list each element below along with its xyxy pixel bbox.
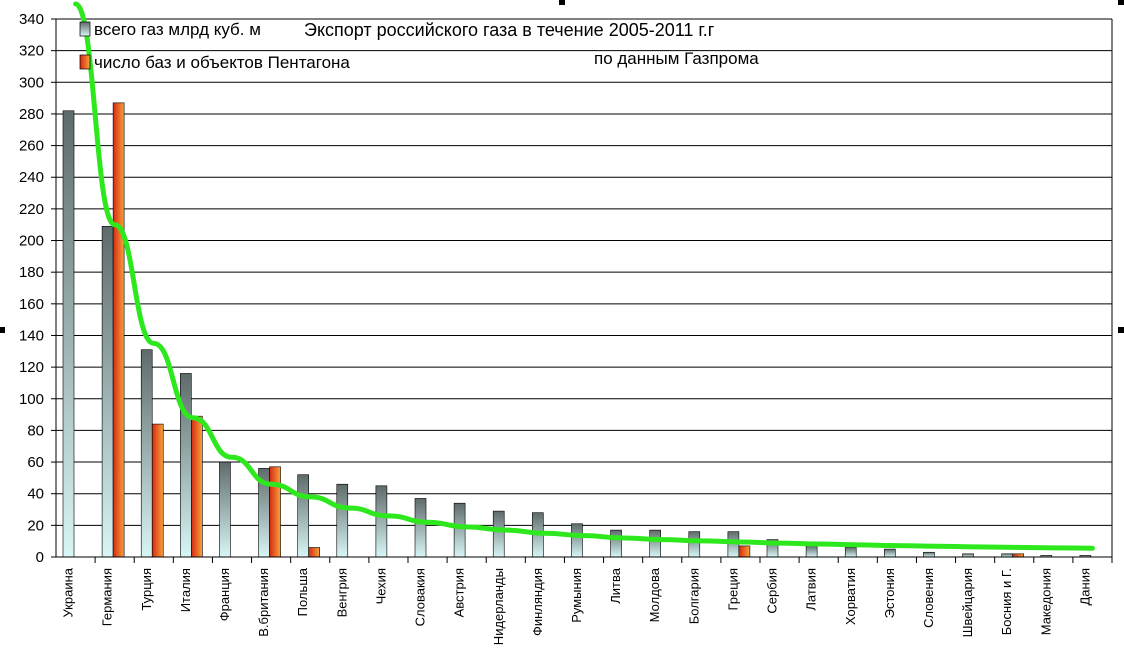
- x-tick-label: Финляндия: [530, 568, 545, 636]
- x-tick-label: Словакия: [413, 568, 428, 626]
- bar-bases: [112, 102, 125, 558]
- bar-gas: [923, 551, 935, 558]
- legend-swatch-bases: [79, 54, 91, 70]
- x-tick-label: В.британия: [256, 568, 271, 637]
- bar-gas: [571, 523, 583, 558]
- x-tick-label: Германия: [100, 568, 115, 626]
- bar-gas: [688, 531, 701, 558]
- x-tick-label: Молдова: [647, 567, 662, 622]
- y-tick-label: 80: [27, 422, 44, 439]
- x-tick-label: Латвия: [804, 568, 819, 611]
- x-tick-label: Хорватия: [843, 568, 858, 625]
- y-tick-label: 120: [19, 359, 44, 376]
- chart-subtitle: по данным Газпрома: [594, 49, 759, 68]
- bar-gas: [884, 548, 896, 558]
- legend-label-bases: число баз и объектов Пентагона: [94, 53, 350, 72]
- x-tick-label: Эстония: [882, 568, 897, 618]
- bar-bases: [269, 466, 281, 558]
- bar-gas: [492, 510, 505, 558]
- legend: всего газ млрд куб. м число баз и объект…: [79, 20, 350, 72]
- y-tick-label: 240: [19, 169, 44, 186]
- bar-gas: [219, 461, 231, 558]
- bar-gas: [649, 529, 661, 558]
- y-tick-label: 40: [27, 486, 44, 503]
- x-tick-label: Греция: [725, 568, 740, 611]
- bar-bases: [191, 415, 203, 558]
- bar-gas: [414, 498, 427, 558]
- bar-gas: [610, 529, 622, 558]
- x-tick-label: Польша: [295, 567, 310, 616]
- x-tick-label: Македония: [1038, 568, 1053, 635]
- bar-gas: [101, 225, 114, 558]
- selection-handles: [0, 0, 1124, 333]
- x-tick-label: Босния и Г.: [999, 568, 1014, 635]
- bar-gas: [844, 547, 857, 558]
- y-tick-label: 100: [19, 391, 44, 408]
- x-tick-label: Румыния: [569, 568, 584, 623]
- bar-gas: [453, 502, 466, 558]
- y-tick-label: 320: [19, 43, 44, 60]
- selection-handle-top-right: [1118, 0, 1124, 5]
- bar-bases: [151, 423, 164, 558]
- y-tick-label: 60: [27, 454, 44, 471]
- trendline: [73, 1, 1095, 551]
- x-tick-label: Швейцария: [960, 568, 975, 637]
- chart-title: Экспорт российского газа в течение 2005-…: [304, 20, 715, 40]
- bar-bases: [308, 547, 320, 558]
- x-tick-label: Словения: [921, 568, 936, 628]
- grid-lines: [51, 18, 1112, 558]
- y-tick-label: 300: [19, 74, 44, 91]
- bar-gas: [375, 485, 388, 558]
- x-tick-label: Австрия: [452, 568, 467, 617]
- legend-swatch-gas: [79, 21, 91, 37]
- bar-gas: [336, 483, 349, 558]
- bar-gas: [180, 373, 192, 558]
- y-tick-label: 160: [19, 296, 44, 313]
- y-tick-label: 180: [19, 264, 44, 281]
- selection-handle-top: [559, 0, 565, 5]
- x-tick-label: Нидерланды: [491, 568, 506, 645]
- x-tick-label: Украина: [61, 567, 76, 617]
- x-tick-label: Венгрия: [334, 568, 349, 617]
- x-tick-label: Литва: [608, 567, 623, 604]
- x-tick-label: Чехия: [373, 568, 388, 604]
- y-tick-label: 140: [19, 327, 44, 344]
- x-tick-label: Дания: [1077, 568, 1092, 606]
- bars: [62, 102, 1092, 558]
- y-tick-labels: 0 20 40 60 80 100 120 140 160 180 200 220 240 260 280 3…: [19, 11, 44, 566]
- trend-curve: [73, 1, 1095, 551]
- y-tick-label: 0: [36, 549, 44, 566]
- y-tick-label: 280: [19, 106, 44, 123]
- bar-gas: [62, 110, 75, 558]
- bar-gas: [805, 545, 818, 558]
- x-tick-label: Франция: [217, 568, 232, 621]
- axes: [55, 19, 1113, 563]
- bar-gas: [297, 474, 309, 558]
- y-tick-label: 220: [19, 201, 44, 218]
- selection-handle-right: [1118, 327, 1124, 333]
- bar-bases: [738, 545, 751, 558]
- x-tick-labels: Украина Германия Турция Италия Франция В.брит…: [61, 567, 1093, 645]
- x-tick-label: Болгария: [686, 568, 701, 624]
- y-tick-label: 260: [19, 138, 44, 155]
- y-tick-label: 20: [27, 517, 44, 534]
- y-tick-label: 200: [19, 233, 44, 250]
- y-tick-label: 340: [19, 11, 44, 28]
- x-tick-label: Турция: [139, 568, 154, 611]
- legend-label-gas: всего газ млрд куб. м: [94, 20, 261, 39]
- selection-handle-left: [0, 327, 5, 333]
- x-tick-label: Сербия: [765, 568, 780, 614]
- bar-gas: [140, 349, 153, 558]
- x-tick-label: Италия: [178, 568, 193, 612]
